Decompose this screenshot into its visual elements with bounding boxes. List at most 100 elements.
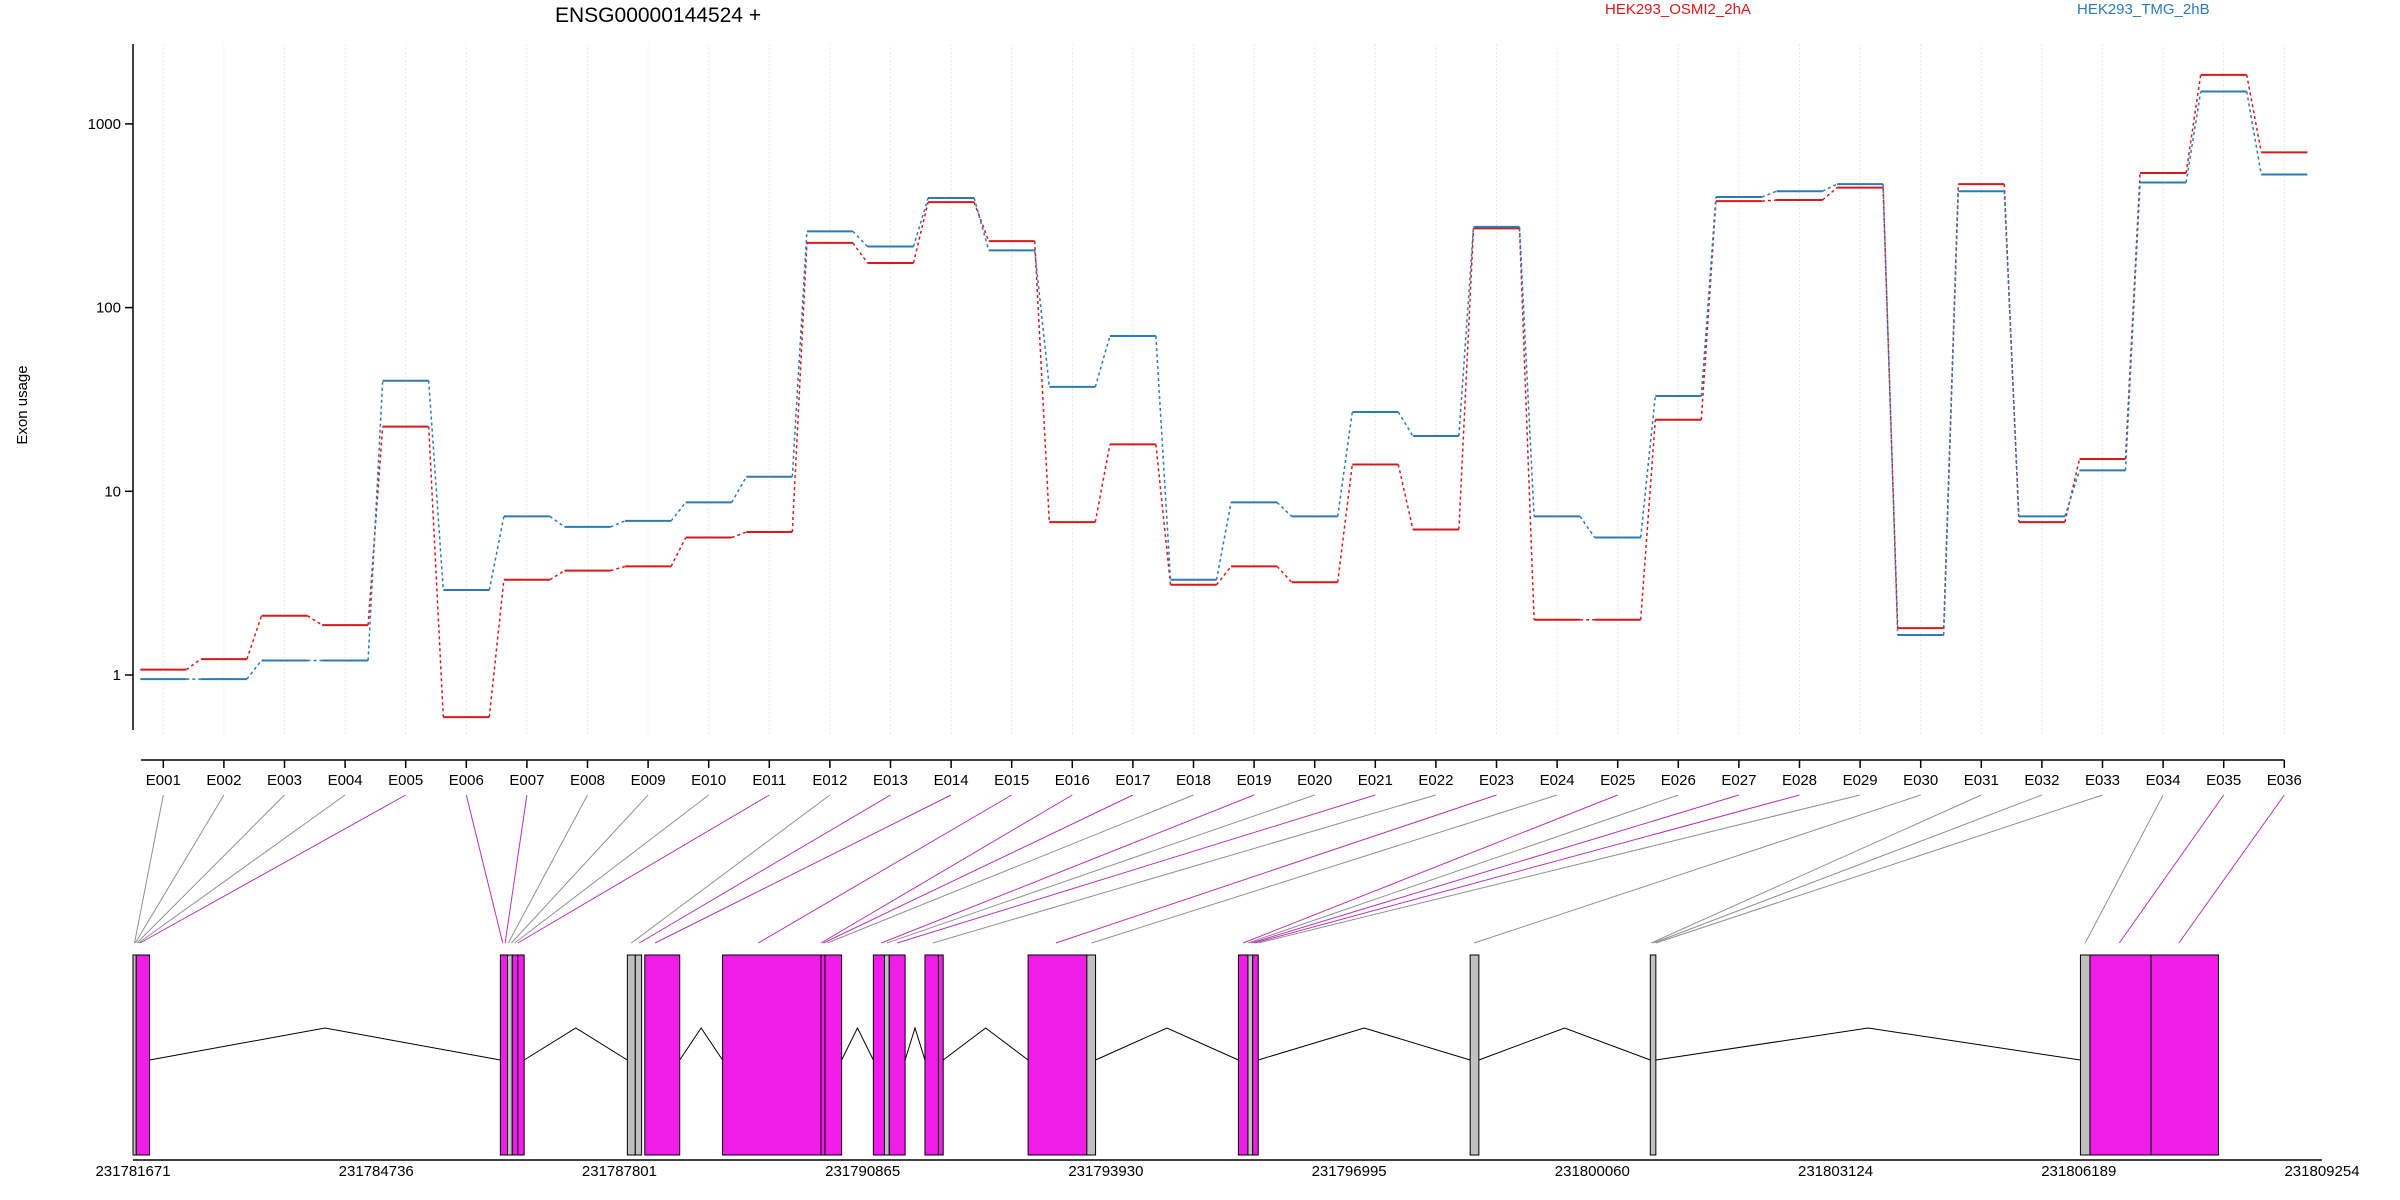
y-tick-label: 1000: [88, 116, 121, 133]
series-connector: [1458, 228, 1475, 530]
exon-block: [722, 954, 822, 1156]
exon-block: [1247, 954, 1254, 1156]
connector-line: [514, 794, 710, 944]
series-connector: [791, 242, 808, 533]
connector-line: [1091, 794, 1558, 944]
x-tick-label: E024: [1540, 772, 1575, 789]
series-connector: [246, 615, 263, 660]
x-tick-label: E015: [994, 772, 1029, 789]
series-connector: [1761, 199, 1777, 202]
series-connector: [2245, 74, 2263, 153]
series-connector: [2003, 191, 2020, 517]
series-connector: [852, 242, 869, 264]
intron-line: [1095, 1027, 1239, 1061]
x-tick-label: E022: [1418, 772, 1453, 789]
series-connector: [2185, 74, 2202, 174]
x-tick-label: E003: [267, 772, 302, 789]
x-tick-label: E013: [873, 772, 908, 789]
x-tick-label: E028: [1782, 772, 1817, 789]
connector-line: [134, 794, 225, 944]
genomic-coordinate-label: 231806189: [2041, 1163, 2116, 1180]
series-connector: [1215, 565, 1232, 586]
series-connector: [610, 565, 626, 572]
x-tick-label: E006: [449, 772, 484, 789]
x-tick-label: E016: [1055, 772, 1090, 789]
intron-line: [1655, 1027, 2081, 1061]
connector-line: [758, 794, 1012, 944]
series-connector: [912, 201, 929, 264]
legend-entry-series-1: HEK293_OSMI2_2hA: [1605, 1, 1751, 18]
connector-line: [820, 794, 1073, 944]
x-tick-label: E010: [691, 772, 726, 789]
exon-block: [937, 954, 944, 1156]
y-tick-label: 1: [113, 667, 121, 684]
series-connector: [731, 476, 747, 503]
x-tick-label: E027: [1721, 772, 1756, 789]
connector-line: [881, 794, 1255, 944]
connector-line: [1650, 794, 1982, 944]
series-connector: [1518, 228, 1535, 620]
series-connector: [1822, 183, 1838, 192]
exon-block: [507, 954, 513, 1156]
connector-line: [2178, 794, 2285, 944]
exon-block: [820, 954, 826, 1156]
connector-line: [1655, 794, 2103, 944]
chart-title: ENSG00000144524 +: [555, 4, 761, 27]
connector-line: [638, 794, 891, 944]
intron-line: [841, 1026, 874, 1061]
series-connector: [185, 658, 202, 671]
exon-block: [888, 954, 906, 1156]
connector-line: [1250, 794, 1740, 944]
exon-block: [135, 954, 151, 1156]
x-tick-label: E012: [812, 772, 847, 789]
series-connector: [1094, 335, 1111, 388]
x-tick-label: E030: [1903, 772, 1938, 789]
series-connector: [1397, 464, 1414, 530]
exon-block: [517, 954, 525, 1156]
exon-block: [644, 954, 681, 1156]
x-tick-label: E001: [146, 772, 181, 789]
x-tick-label: E009: [631, 772, 666, 789]
exon-block: [1469, 954, 1480, 1156]
series-connector: [427, 380, 445, 591]
connector-line: [1254, 794, 1800, 944]
y-tick-label: 100: [96, 300, 121, 317]
series-connector: [1215, 502, 1232, 580]
x-tick-label: E034: [2146, 772, 2181, 789]
exon-block: [2079, 954, 2091, 1156]
series-connector: [2064, 458, 2081, 523]
series-connector: [852, 230, 869, 248]
connector-line: [654, 794, 952, 944]
connector-line: [2118, 794, 2225, 944]
x-tick-label: E026: [1661, 772, 1696, 789]
series-connector: [246, 659, 263, 680]
x-tick-label: E023: [1479, 772, 1514, 789]
intron-line: [149, 1027, 501, 1061]
intron-line: [1258, 1027, 1471, 1061]
series-connector: [791, 231, 808, 477]
x-tick-label: E019: [1237, 772, 1272, 789]
genomic-coordinate-label: 231793930: [1068, 1163, 1143, 1180]
series-1: [140, 73, 2308, 719]
x-tick-label: E020: [1297, 772, 1332, 789]
connector-line: [1247, 794, 1679, 944]
connector-line: [1473, 794, 1921, 944]
x-tick-label: E032: [2024, 772, 2059, 789]
series-connector: [1942, 191, 1960, 636]
series-connector: [1276, 565, 1293, 583]
exon-block: [1237, 954, 1249, 1156]
series-connector: [973, 197, 990, 251]
series-connector: [610, 520, 626, 528]
connector-line: [886, 794, 1315, 944]
connector-line: [932, 794, 1437, 944]
connector-line: [1055, 794, 1497, 944]
connector-line: [136, 794, 285, 944]
connector-line: [2084, 794, 2164, 944]
series-2: [140, 90, 2308, 681]
series-connector: [1700, 196, 1717, 397]
connector-line: [1242, 794, 1618, 944]
x-tick-label: E004: [328, 772, 363, 789]
series-connector: [367, 380, 384, 661]
exon-block: [2089, 954, 2152, 1156]
genomic-coordinate-label: 231796995: [1312, 1163, 1387, 1180]
